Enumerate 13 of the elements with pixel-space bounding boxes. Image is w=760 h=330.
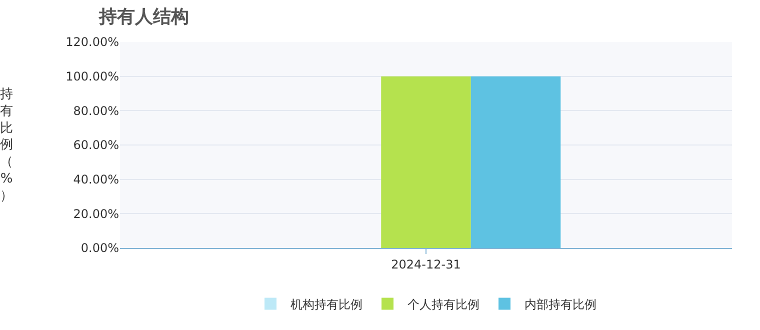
y-tick-label: 0.00%: [80, 241, 119, 256]
chart-title: 持有人结构: [98, 6, 189, 28]
x-tick-label: 2024-12-31: [391, 257, 461, 272]
y-tick-label: 80.00%: [73, 104, 119, 118]
legend-label: 个人持有比例: [408, 297, 480, 312]
y-tick-label: 20.00%: [73, 206, 119, 221]
y-tick-label: 60.00%: [73, 138, 119, 152]
y-tick-label: 40.00%: [73, 172, 119, 187]
y-axis-title: 持有比例（%）: [0, 87, 13, 204]
y-tick-label: 100.00%: [66, 70, 119, 84]
legend-label: 内部持有比例: [524, 297, 596, 312]
y-tick-label: 120.00%: [66, 35, 119, 50]
legend-label: 机构持有比例: [290, 297, 362, 312]
